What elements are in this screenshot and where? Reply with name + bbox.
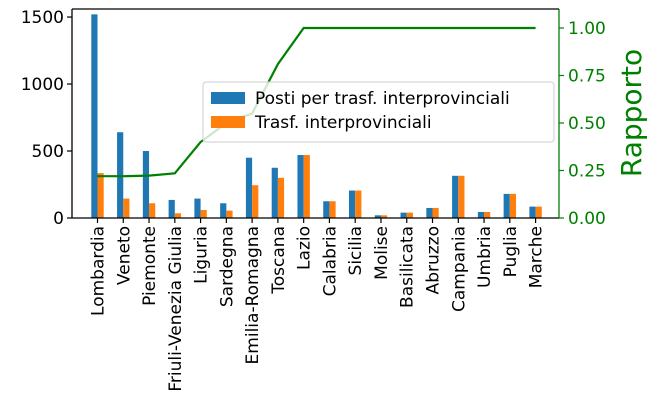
axes-group: 0 500 1000 1500 0.00 0.25 0.50 0.75 1.00 Rapporto… (21, 8, 648, 392)
bar-trasf-15 (484, 211, 491, 218)
bar-trasf-0 (97, 173, 104, 218)
x-tick-label-10: Sicilia (346, 226, 366, 275)
right-tick-label-2: 0.50 (568, 114, 606, 134)
bar-trasf-13 (432, 207, 439, 218)
x-tick-label-11: Molise (372, 226, 392, 280)
left-tick-label-2: 1000 (21, 75, 64, 95)
bar-posti-15 (477, 211, 485, 218)
legend-label-0: Posti per trasf. interprovinciali (255, 89, 510, 109)
bars-group (91, 14, 542, 218)
x-tick-label-12: Basilicata (398, 226, 418, 308)
bar-trasf-8 (303, 155, 310, 218)
bar-trasf-12 (406, 212, 413, 218)
right-tick-label-4: 1.00 (568, 19, 606, 39)
bar-posti-10 (349, 190, 356, 218)
bar-trasf-9 (329, 201, 336, 218)
legend-swatch-1 (211, 116, 245, 128)
right-tick-label-3: 0.75 (568, 67, 606, 87)
x-tick-label-14: Campania (449, 226, 469, 312)
x-tick-label-0: Lombardia (89, 226, 109, 316)
bar-trasf-17 (535, 206, 542, 218)
bar-posti-2 (142, 151, 150, 218)
x-tick-label-2: Piemonte (140, 226, 160, 306)
bar-trasf-7 (277, 177, 285, 218)
x-tick-label-7: Toscana (269, 226, 289, 295)
left-tick-label-0: 0 (53, 209, 64, 229)
x-tick-label-6: Emilia-Romagna (243, 226, 263, 364)
bar-posti-8 (297, 155, 304, 218)
bar-posti-11 (374, 215, 381, 218)
legend-swatch-0 (211, 92, 245, 104)
x-tick-label-8: Lazio (295, 226, 315, 270)
left-tick-label-3: 1500 (21, 8, 64, 28)
bar-posti-0 (91, 14, 98, 218)
bar-trasf-2 (149, 203, 156, 218)
bar-posti-17 (529, 206, 536, 218)
x-tick-label-16: Puglia (501, 226, 521, 277)
bar-posti-4 (194, 198, 201, 218)
bar-posti-12 (400, 212, 407, 218)
left-tick-label-1: 500 (32, 142, 64, 162)
bar-trasf-5 (226, 210, 233, 218)
x-tick-label-4: Liguria (192, 226, 212, 284)
bar-trasf-10 (355, 190, 362, 218)
bar-trasf-4 (200, 209, 207, 218)
bar-posti-16 (503, 193, 510, 218)
x-tick-label-15: Umbria (475, 226, 495, 288)
legend-frame (202, 81, 555, 143)
bar-posti-13 (426, 207, 433, 218)
bar-posti-7 (271, 167, 278, 218)
bar-trasf-14 (458, 175, 465, 218)
x-tick-label-17: Marche (527, 226, 547, 288)
bar-posti-14 (452, 175, 459, 218)
right-axis-label: Rapporto (615, 49, 648, 177)
x-tick-label-1: Veneto (114, 226, 134, 285)
bar-trasf-11 (380, 215, 388, 218)
bar-trasf-3 (174, 213, 182, 218)
bar-trasf-6 (252, 185, 259, 218)
bar-posti-5 (220, 203, 227, 218)
right-tick-label-1: 0.25 (568, 162, 606, 182)
legend-label-1: Trasf. interprovinciali (254, 113, 432, 133)
x-tick-label-5: Sardegna (217, 226, 237, 307)
bar-posti-3 (168, 199, 175, 218)
bar-trasf-16 (509, 193, 517, 218)
x-tick-label-13: Abruzzo (424, 226, 444, 294)
ratio-line-group (97, 26, 536, 178)
bar-trasf-1 (123, 198, 130, 218)
bar-posti-6 (245, 157, 253, 218)
right-tick-label-0: 0.00 (568, 209, 606, 229)
ratio-line (97, 26, 536, 178)
legend: Posti per trasf. interprovinciali Trasf. … (202, 81, 555, 143)
x-tick-label-3: Friuli-Venezia Giulia (166, 226, 186, 392)
x-tick-label-9: Calabria (320, 226, 340, 296)
bar-posti-9 (323, 201, 330, 218)
